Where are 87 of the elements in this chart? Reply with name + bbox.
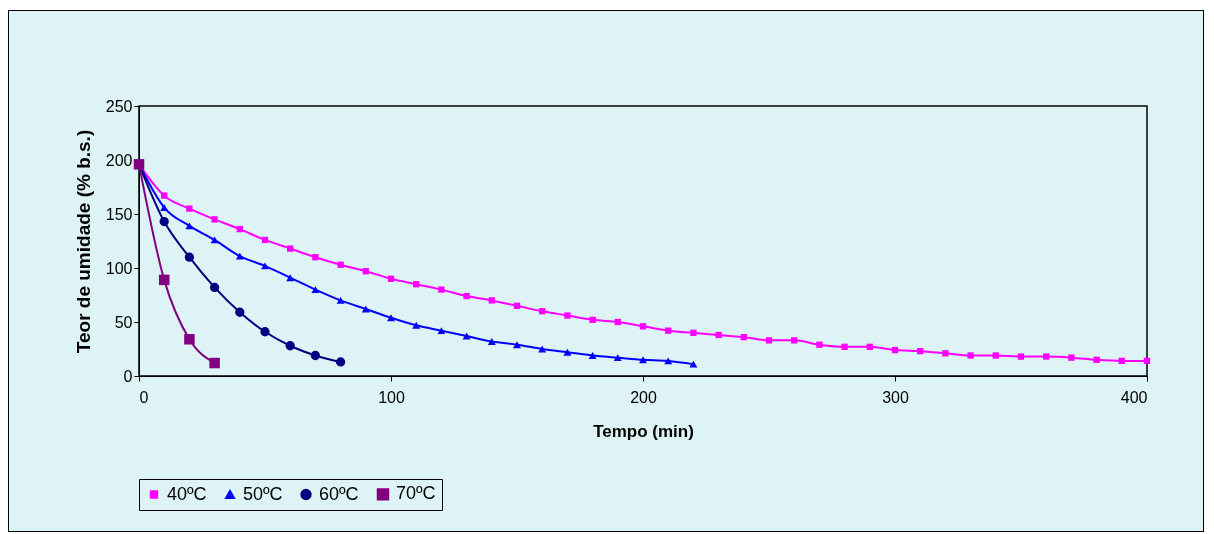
x-tick-label: 100 [378,388,405,406]
legend-label: 60ºC [319,483,359,504]
point [337,261,344,268]
point [539,308,546,315]
y-tick-label: 250 [105,97,133,115]
point [1068,354,1075,361]
point [866,343,873,350]
legend-label: 40ºC [167,483,207,504]
point [589,316,596,323]
y-axis-title: Teor de umidade (% b.s.) [72,129,94,354]
point [335,357,346,367]
point [513,302,521,309]
point [159,216,169,227]
y-tick-label: 200 [105,151,133,169]
point [209,357,220,369]
point [588,352,597,359]
point [1093,356,1100,363]
point [261,236,269,244]
point [563,348,572,356]
point [412,321,421,329]
point [387,314,395,322]
point [158,274,170,286]
legend-label: 50ºC [243,483,283,504]
point [690,329,697,336]
point [487,337,496,345]
point [1017,353,1025,360]
point [513,341,521,349]
point [413,281,420,288]
y-tick-label: 0 [123,367,133,385]
point [211,216,218,223]
point [210,236,219,244]
point [715,331,722,339]
point [942,350,949,357]
point [285,341,295,351]
point [160,204,169,211]
point [791,337,798,344]
point [387,275,395,282]
point [639,356,647,364]
y-tick-label: 50 [114,313,133,331]
point [841,343,848,350]
point [209,282,220,293]
point [689,360,698,368]
point [236,225,243,233]
point [311,286,320,294]
point [161,192,168,199]
y-tick-label: 100 [105,259,133,277]
point [664,357,673,365]
point [185,222,194,230]
point [260,327,270,337]
x-tick-label: 400 [1120,388,1148,406]
point [740,333,747,341]
point [613,354,622,362]
point [437,327,446,335]
point [184,334,195,345]
point [967,352,974,359]
point [261,262,269,270]
point [310,350,321,361]
point [665,327,672,334]
point [1043,353,1050,360]
x-tick-label: 300 [882,388,909,406]
point [336,296,345,304]
point [1143,357,1151,365]
point [235,307,245,317]
point [235,252,244,260]
point [286,274,295,282]
point [438,286,445,293]
point [312,254,319,261]
x-tick-label: 200 [630,388,657,406]
point [488,297,495,304]
point [564,312,571,319]
point [992,352,999,359]
point [765,337,773,344]
point [287,245,294,252]
point [463,292,470,300]
point [186,205,193,212]
point [1118,357,1125,365]
point [614,318,621,326]
point [816,341,823,348]
point [184,252,195,262]
point [639,323,647,330]
x-tick-label: 0 [139,388,149,406]
y-tick-label: 150 [105,205,133,223]
legend-label: 70ºC [396,483,436,504]
point [917,348,924,355]
point [891,346,899,354]
x-axis-title: Tempo (min) [593,421,694,441]
point [362,268,369,275]
